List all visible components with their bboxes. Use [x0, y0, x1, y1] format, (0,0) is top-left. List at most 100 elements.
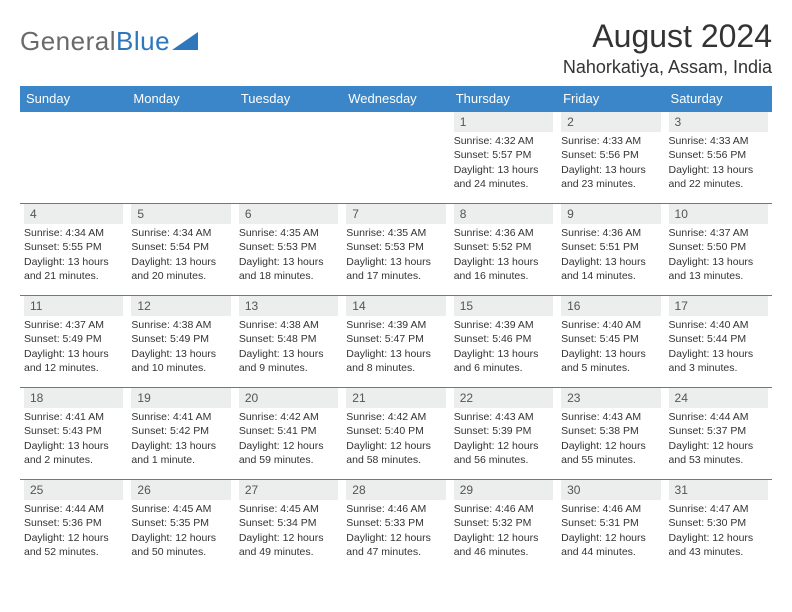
brand-part1: General [20, 26, 116, 57]
calendar-cell: 18Sunrise: 4:41 AMSunset: 5:43 PMDayligh… [20, 388, 127, 480]
calendar-cell: 28Sunrise: 4:46 AMSunset: 5:33 PMDayligh… [342, 480, 449, 572]
day-number: 18 [24, 388, 123, 408]
calendar-week-row: 4Sunrise: 4:34 AMSunset: 5:55 PMDaylight… [20, 204, 772, 296]
day-number: 14 [346, 296, 445, 316]
calendar-cell: 16Sunrise: 4:40 AMSunset: 5:45 PMDayligh… [557, 296, 664, 388]
calendar-cell: 12Sunrise: 4:38 AMSunset: 5:49 PMDayligh… [127, 296, 234, 388]
day-number: 10 [669, 204, 768, 224]
day-number: 26 [131, 480, 230, 500]
calendar-body: 1Sunrise: 4:32 AMSunset: 5:57 PMDaylight… [20, 112, 772, 572]
day-body: Sunrise: 4:42 AMSunset: 5:40 PMDaylight:… [346, 408, 445, 467]
calendar-cell: 30Sunrise: 4:46 AMSunset: 5:31 PMDayligh… [557, 480, 664, 572]
day-body: Sunrise: 4:38 AMSunset: 5:48 PMDaylight:… [239, 316, 338, 375]
calendar-cell: 8Sunrise: 4:36 AMSunset: 5:52 PMDaylight… [450, 204, 557, 296]
day-body: Sunrise: 4:43 AMSunset: 5:39 PMDaylight:… [454, 408, 553, 467]
calendar-head: SundayMondayTuesdayWednesdayThursdayFrid… [20, 86, 772, 112]
calendar-cell: 26Sunrise: 4:45 AMSunset: 5:35 PMDayligh… [127, 480, 234, 572]
calendar-week-row: 18Sunrise: 4:41 AMSunset: 5:43 PMDayligh… [20, 388, 772, 480]
calendar-cell: 13Sunrise: 4:38 AMSunset: 5:48 PMDayligh… [235, 296, 342, 388]
calendar-cell: 5Sunrise: 4:34 AMSunset: 5:54 PMDaylight… [127, 204, 234, 296]
day-body: Sunrise: 4:39 AMSunset: 5:47 PMDaylight:… [346, 316, 445, 375]
day-number: 17 [669, 296, 768, 316]
calendar-cell: 10Sunrise: 4:37 AMSunset: 5:50 PMDayligh… [665, 204, 772, 296]
day-body: Sunrise: 4:35 AMSunset: 5:53 PMDaylight:… [346, 224, 445, 283]
day-body: Sunrise: 4:41 AMSunset: 5:43 PMDaylight:… [24, 408, 123, 467]
day-number: 3 [669, 112, 768, 132]
calendar-cell [127, 112, 234, 204]
day-number: 22 [454, 388, 553, 408]
day-number-empty [346, 112, 445, 132]
month-title: August 2024 [563, 18, 772, 55]
calendar-week-row: 1Sunrise: 4:32 AMSunset: 5:57 PMDaylight… [20, 112, 772, 204]
calendar-cell: 9Sunrise: 4:36 AMSunset: 5:51 PMDaylight… [557, 204, 664, 296]
day-body: Sunrise: 4:44 AMSunset: 5:37 PMDaylight:… [669, 408, 768, 467]
day-number: 2 [561, 112, 660, 132]
calendar-cell: 31Sunrise: 4:47 AMSunset: 5:30 PMDayligh… [665, 480, 772, 572]
brand-triangle-icon [172, 26, 198, 57]
day-body: Sunrise: 4:35 AMSunset: 5:53 PMDaylight:… [239, 224, 338, 283]
weekday-header: Friday [557, 86, 664, 112]
day-number: 6 [239, 204, 338, 224]
day-number: 29 [454, 480, 553, 500]
calendar-cell: 3Sunrise: 4:33 AMSunset: 5:56 PMDaylight… [665, 112, 772, 204]
calendar-cell [20, 112, 127, 204]
day-number: 20 [239, 388, 338, 408]
day-body: Sunrise: 4:46 AMSunset: 5:32 PMDaylight:… [454, 500, 553, 559]
day-number: 19 [131, 388, 230, 408]
location-text: Nahorkatiya, Assam, India [563, 57, 772, 78]
day-number-empty [24, 112, 123, 132]
calendar-cell: 6Sunrise: 4:35 AMSunset: 5:53 PMDaylight… [235, 204, 342, 296]
day-number: 12 [131, 296, 230, 316]
day-body: Sunrise: 4:38 AMSunset: 5:49 PMDaylight:… [131, 316, 230, 375]
day-body: Sunrise: 4:45 AMSunset: 5:34 PMDaylight:… [239, 500, 338, 559]
brand-part2: Blue [116, 26, 170, 57]
day-number: 5 [131, 204, 230, 224]
day-body: Sunrise: 4:43 AMSunset: 5:38 PMDaylight:… [561, 408, 660, 467]
calendar-cell [235, 112, 342, 204]
calendar-cell: 15Sunrise: 4:39 AMSunset: 5:46 PMDayligh… [450, 296, 557, 388]
calendar-cell: 2Sunrise: 4:33 AMSunset: 5:56 PMDaylight… [557, 112, 664, 204]
day-number-empty [131, 112, 230, 132]
day-number: 23 [561, 388, 660, 408]
calendar-cell: 29Sunrise: 4:46 AMSunset: 5:32 PMDayligh… [450, 480, 557, 572]
day-number: 4 [24, 204, 123, 224]
day-number: 25 [24, 480, 123, 500]
day-number: 16 [561, 296, 660, 316]
day-number: 21 [346, 388, 445, 408]
calendar-page: GeneralBlue August 2024 Nahorkatiya, Ass… [0, 0, 792, 582]
day-body: Sunrise: 4:36 AMSunset: 5:51 PMDaylight:… [561, 224, 660, 283]
calendar-cell [342, 112, 449, 204]
day-number-empty [239, 112, 338, 132]
day-body: Sunrise: 4:32 AMSunset: 5:57 PMDaylight:… [454, 132, 553, 191]
calendar-cell: 20Sunrise: 4:42 AMSunset: 5:41 PMDayligh… [235, 388, 342, 480]
title-block: August 2024 Nahorkatiya, Assam, India [563, 18, 772, 78]
day-body: Sunrise: 4:47 AMSunset: 5:30 PMDaylight:… [669, 500, 768, 559]
day-body: Sunrise: 4:41 AMSunset: 5:42 PMDaylight:… [131, 408, 230, 467]
day-number: 9 [561, 204, 660, 224]
day-body: Sunrise: 4:34 AMSunset: 5:55 PMDaylight:… [24, 224, 123, 283]
weekday-header: Monday [127, 86, 234, 112]
day-body: Sunrise: 4:46 AMSunset: 5:33 PMDaylight:… [346, 500, 445, 559]
calendar-cell: 17Sunrise: 4:40 AMSunset: 5:44 PMDayligh… [665, 296, 772, 388]
day-body: Sunrise: 4:46 AMSunset: 5:31 PMDaylight:… [561, 500, 660, 559]
day-body: Sunrise: 4:44 AMSunset: 5:36 PMDaylight:… [24, 500, 123, 559]
day-number: 7 [346, 204, 445, 224]
day-body: Sunrise: 4:36 AMSunset: 5:52 PMDaylight:… [454, 224, 553, 283]
weekday-header: Wednesday [342, 86, 449, 112]
calendar-cell: 24Sunrise: 4:44 AMSunset: 5:37 PMDayligh… [665, 388, 772, 480]
day-body: Sunrise: 4:33 AMSunset: 5:56 PMDaylight:… [561, 132, 660, 191]
calendar-cell: 1Sunrise: 4:32 AMSunset: 5:57 PMDaylight… [450, 112, 557, 204]
day-body: Sunrise: 4:40 AMSunset: 5:44 PMDaylight:… [669, 316, 768, 375]
day-number: 28 [346, 480, 445, 500]
day-number: 1 [454, 112, 553, 132]
day-body: Sunrise: 4:37 AMSunset: 5:50 PMDaylight:… [669, 224, 768, 283]
page-header: GeneralBlue August 2024 Nahorkatiya, Ass… [20, 18, 772, 78]
calendar-cell: 23Sunrise: 4:43 AMSunset: 5:38 PMDayligh… [557, 388, 664, 480]
weekday-header: Saturday [665, 86, 772, 112]
day-body: Sunrise: 4:42 AMSunset: 5:41 PMDaylight:… [239, 408, 338, 467]
calendar-cell: 4Sunrise: 4:34 AMSunset: 5:55 PMDaylight… [20, 204, 127, 296]
day-number: 8 [454, 204, 553, 224]
day-number: 11 [24, 296, 123, 316]
calendar-cell: 19Sunrise: 4:41 AMSunset: 5:42 PMDayligh… [127, 388, 234, 480]
day-number: 13 [239, 296, 338, 316]
